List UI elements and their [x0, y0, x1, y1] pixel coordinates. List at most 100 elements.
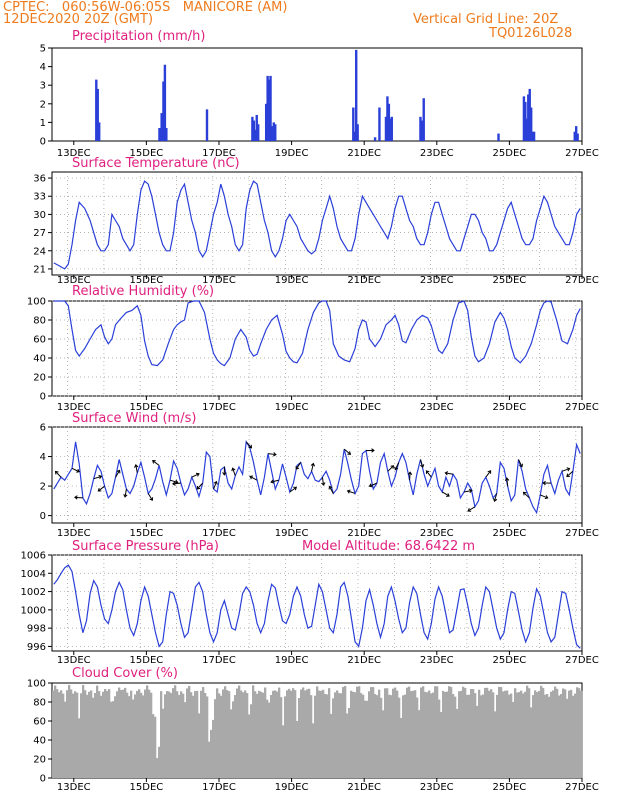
- cloud-bar: [532, 695, 535, 778]
- cloud-bar: [488, 690, 491, 778]
- y-tick-label: 998: [27, 624, 46, 635]
- wind-arrow: [566, 470, 574, 477]
- wind-arrow: [249, 475, 258, 481]
- y-tick-label: 4: [40, 452, 46, 463]
- series-line: [53, 180, 581, 270]
- panel-4: 0 2 4 6 13DEC 15DEC 17DEC 19DEC 21DEC 23DEC 25DEC 2…: [40, 411, 599, 539]
- wind-arrow: [213, 481, 218, 490]
- cloud-bar: [244, 690, 247, 778]
- cloud-bar: [526, 685, 529, 778]
- x-tick-label: 19DEC: [275, 528, 309, 539]
- wind-arrow: [523, 492, 530, 499]
- cloud-bar: [216, 688, 219, 778]
- cloud-bar: [150, 692, 153, 778]
- cloud-bar: [434, 686, 437, 778]
- cloud-bar: [128, 696, 131, 778]
- precip-bar: [378, 107, 381, 141]
- cloud-bar: [236, 688, 239, 778]
- cloud-bar: [176, 691, 179, 778]
- cloud-bar: [460, 690, 463, 778]
- y-tick-label: 0: [40, 774, 46, 785]
- y-tick-label: 3: [40, 81, 46, 92]
- cloud-bar: [254, 691, 257, 778]
- panel-title: Relative Humidity (%): [72, 284, 214, 299]
- cloud-bar: [406, 687, 409, 778]
- cloud-bar: [142, 695, 145, 778]
- cloud-bar: [508, 694, 511, 778]
- x-tick-label: 19DEC: [275, 402, 309, 413]
- wind-arrow: [295, 462, 302, 470]
- cloud-bar: [296, 720, 299, 778]
- cloud-bar: [396, 690, 399, 778]
- precip-bar: [373, 137, 377, 141]
- cloud-bar: [472, 689, 475, 778]
- cloud-bar: [106, 690, 109, 778]
- cloud-bar: [364, 700, 367, 778]
- cloud-bar: [58, 692, 61, 778]
- cloud-bar: [556, 688, 559, 778]
- cloud-bar: [184, 702, 187, 778]
- wind-arrow-head: [420, 464, 425, 468]
- precip-bar: [574, 126, 578, 141]
- cloud-bar: [104, 688, 107, 778]
- cloud-bar: [238, 685, 241, 778]
- header-run-date: 12DEC2020 20Z (GMT): [3, 12, 154, 27]
- cloud-bar: [124, 687, 127, 778]
- cloud-bar: [262, 692, 265, 778]
- wind-arrow-head: [172, 481, 176, 486]
- cloud-bar: [190, 692, 193, 778]
- cloud-bar: [420, 687, 423, 778]
- precip-bar: [528, 88, 531, 141]
- wind-arrow-head: [195, 472, 200, 477]
- panel-3: 0 20 40 60 80 100 13DEC 15DEC 17DEC 19DEC 21DEC 23D…: [27, 284, 599, 413]
- cloud-bar: [286, 690, 289, 778]
- y-tick-label: 0: [40, 137, 46, 148]
- wind-arrow-head: [493, 498, 498, 503]
- cloud-bar: [108, 689, 111, 778]
- cloud-bar: [282, 725, 285, 778]
- cloud-bar: [446, 691, 449, 778]
- cloud-bar: [312, 723, 315, 778]
- header-station: CPTEC: 060:56W-06:05S MANICORE (AM): [3, 0, 288, 15]
- cloud-bar: [304, 690, 307, 778]
- precip-bar: [419, 116, 422, 141]
- header-grid-note: Vertical Grid Line: 20Z: [413, 12, 559, 27]
- cloud-bar: [498, 686, 501, 778]
- cloud-bar: [322, 689, 325, 778]
- cloud-bar: [444, 692, 447, 778]
- wind-arrow-head: [116, 469, 121, 474]
- cloud-bar: [180, 691, 183, 778]
- wind-arrow: [74, 496, 83, 499]
- precip-bar: [158, 127, 161, 141]
- panel-title: Surface Wind (m/s): [72, 411, 196, 426]
- cloud-bar: [116, 691, 119, 778]
- x-tick-label: 19DEC: [275, 148, 309, 159]
- x-tick-label: 27DEC: [565, 528, 599, 539]
- wind-arrow-head: [504, 477, 510, 481]
- cloud-bar: [134, 694, 137, 778]
- cloud-bar: [360, 693, 363, 778]
- cloud-bar: [232, 701, 235, 778]
- x-tick-label: 27DEC: [565, 275, 599, 286]
- cloud-bar: [76, 692, 79, 778]
- cloud-bar: [366, 700, 369, 778]
- cloud-bar: [416, 697, 419, 778]
- cloud-bar: [454, 696, 457, 778]
- x-tick-label: 17DEC: [202, 528, 236, 539]
- cloud-bar: [268, 702, 271, 778]
- cloud-bar: [442, 690, 445, 778]
- wind-arrow-head: [149, 497, 154, 501]
- wind-arrow: [115, 470, 121, 478]
- cloud-bar: [408, 686, 411, 778]
- panel-1: 0 1 2 3 4 5 13DEC 15DEC 17DEC 19DEC 21DEC 23DEC 25DE…: [40, 29, 599, 159]
- x-tick-label: 13DEC: [57, 782, 91, 793]
- x-tick-label: 15DEC: [130, 655, 164, 666]
- wind-arrow-head: [310, 462, 315, 467]
- cloud-bar: [224, 686, 227, 778]
- cloud-bar: [310, 695, 313, 778]
- cloud-bar: [414, 690, 417, 778]
- x-tick-label: 23DEC: [420, 402, 454, 413]
- panel-title: Cloud Cover (%): [72, 666, 178, 681]
- cloud-bar: [328, 688, 331, 778]
- wind-arrow-head: [544, 495, 549, 500]
